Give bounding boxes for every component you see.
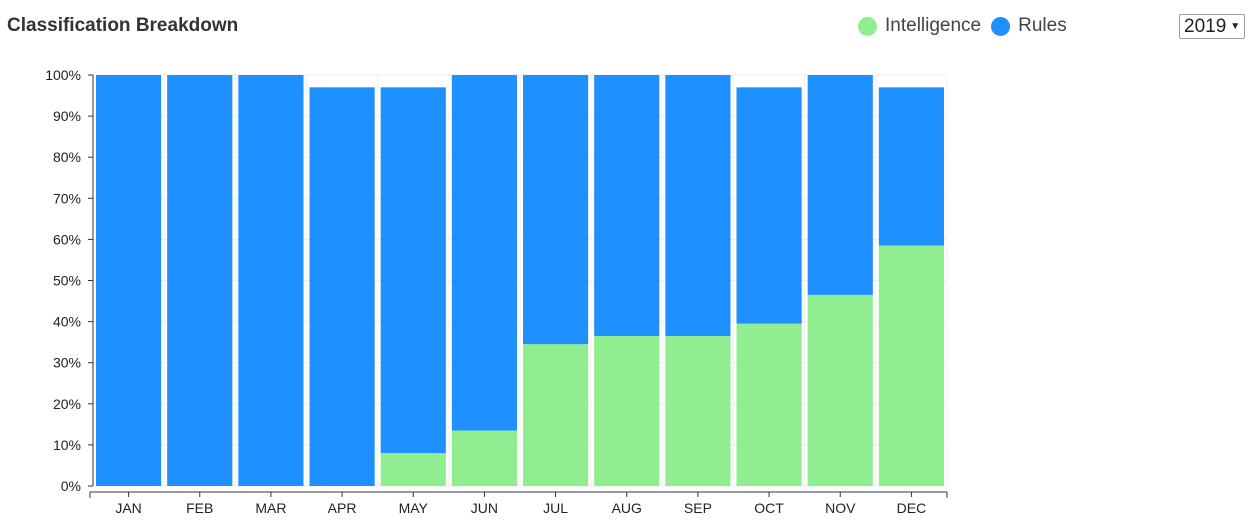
bar-intelligence-jul bbox=[523, 344, 589, 486]
bar-rules-mar bbox=[238, 75, 304, 486]
y-tick-label: 10% bbox=[53, 437, 81, 453]
x-tick-label: DEC bbox=[897, 500, 927, 516]
y-tick-label: 90% bbox=[53, 108, 81, 124]
legend-label-rules: Rules bbox=[1018, 15, 1067, 36]
y-tick-label: 30% bbox=[53, 355, 81, 371]
bar-rules-aug bbox=[594, 75, 660, 336]
bar-rules-apr bbox=[309, 87, 375, 486]
year-select[interactable]: 2019 ▼ bbox=[1179, 14, 1245, 39]
legend-label-intelligence: Intelligence bbox=[885, 15, 982, 36]
bar-rules-may bbox=[380, 87, 446, 454]
y-tick-label: 40% bbox=[53, 314, 81, 330]
bar-intelligence-oct bbox=[736, 323, 802, 486]
bar-intelligence-dec bbox=[878, 245, 944, 486]
year-select-value: 2019 bbox=[1184, 15, 1227, 37]
y-tick-label: 100% bbox=[45, 67, 81, 83]
bar-rules-jun bbox=[451, 75, 517, 431]
x-tick-label: JAN bbox=[115, 500, 141, 516]
bar-rules-jul bbox=[523, 75, 589, 345]
x-tick-label: JUN bbox=[471, 500, 498, 516]
legend-swatch-intelligence bbox=[858, 16, 877, 36]
legend: Intelligence Rules bbox=[858, 15, 1077, 37]
y-tick-label: 80% bbox=[53, 149, 81, 165]
bar-rules-feb bbox=[167, 75, 233, 486]
y-tick-label: 70% bbox=[53, 190, 81, 206]
bar-rules-oct bbox=[736, 87, 802, 324]
y-tick-label: 0% bbox=[61, 478, 81, 494]
x-tick-label: MAR bbox=[255, 500, 286, 516]
bar-rules-nov bbox=[807, 75, 873, 295]
chart-title: Classification Breakdown bbox=[7, 15, 239, 36]
x-tick-label: APR bbox=[328, 500, 357, 516]
bar-rules-sep bbox=[665, 75, 731, 336]
bar-rules-dec bbox=[878, 87, 944, 246]
x-tick-label: NOV bbox=[825, 500, 856, 516]
legend-item-intelligence[interactable]: Intelligence bbox=[858, 15, 981, 37]
bar-intelligence-sep bbox=[665, 335, 731, 486]
legend-item-rules[interactable]: Rules bbox=[991, 15, 1067, 37]
x-tick-label: OCT bbox=[754, 500, 784, 516]
x-tick-label: AUG bbox=[612, 500, 642, 516]
x-tick-label: MAY bbox=[399, 500, 429, 516]
y-tick-label: 20% bbox=[53, 396, 81, 412]
y-tick-label: 60% bbox=[53, 231, 81, 247]
x-tick-label: SEP bbox=[684, 500, 712, 516]
bar-intelligence-jun bbox=[451, 430, 517, 486]
x-tick-label: FEB bbox=[186, 500, 213, 516]
chevron-down-icon: ▼ bbox=[1230, 21, 1241, 32]
bar-rules-jan bbox=[96, 75, 162, 486]
bar-intelligence-nov bbox=[807, 294, 873, 486]
bar-intelligence-aug bbox=[594, 335, 660, 486]
y-tick-label: 50% bbox=[53, 273, 81, 289]
x-tick-label: JUL bbox=[543, 500, 568, 516]
bar-intelligence-may bbox=[380, 453, 446, 486]
legend-swatch-rules bbox=[991, 16, 1011, 36]
